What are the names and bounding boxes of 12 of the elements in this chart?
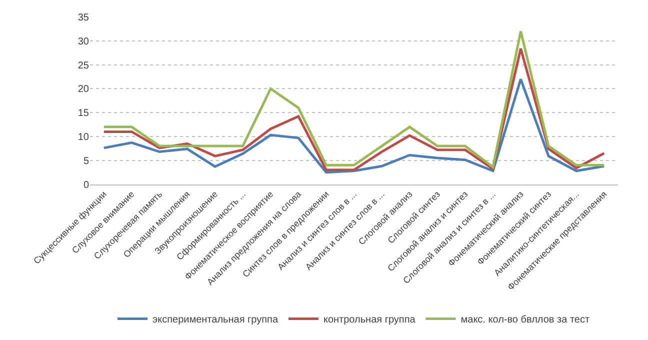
- line-series: [102, 78, 606, 174]
- y-tick-label: 10: [78, 132, 90, 143]
- y-tick-label: 5: [83, 156, 90, 167]
- y-tick-label: 35: [78, 12, 90, 24]
- y-tick-label: 25: [78, 60, 90, 72]
- legend-label: макс. кол-во бвллов за тест: [460, 314, 590, 326]
- legend-label: экспериментальная группа: [152, 314, 278, 326]
- y-tick-label: 15: [78, 108, 90, 120]
- y-tick-label: 20: [78, 84, 90, 96]
- y-tick-label: 30: [78, 36, 90, 48]
- y-tick-label: 0: [83, 180, 90, 191]
- legend-label: контрольная группа: [323, 314, 416, 326]
